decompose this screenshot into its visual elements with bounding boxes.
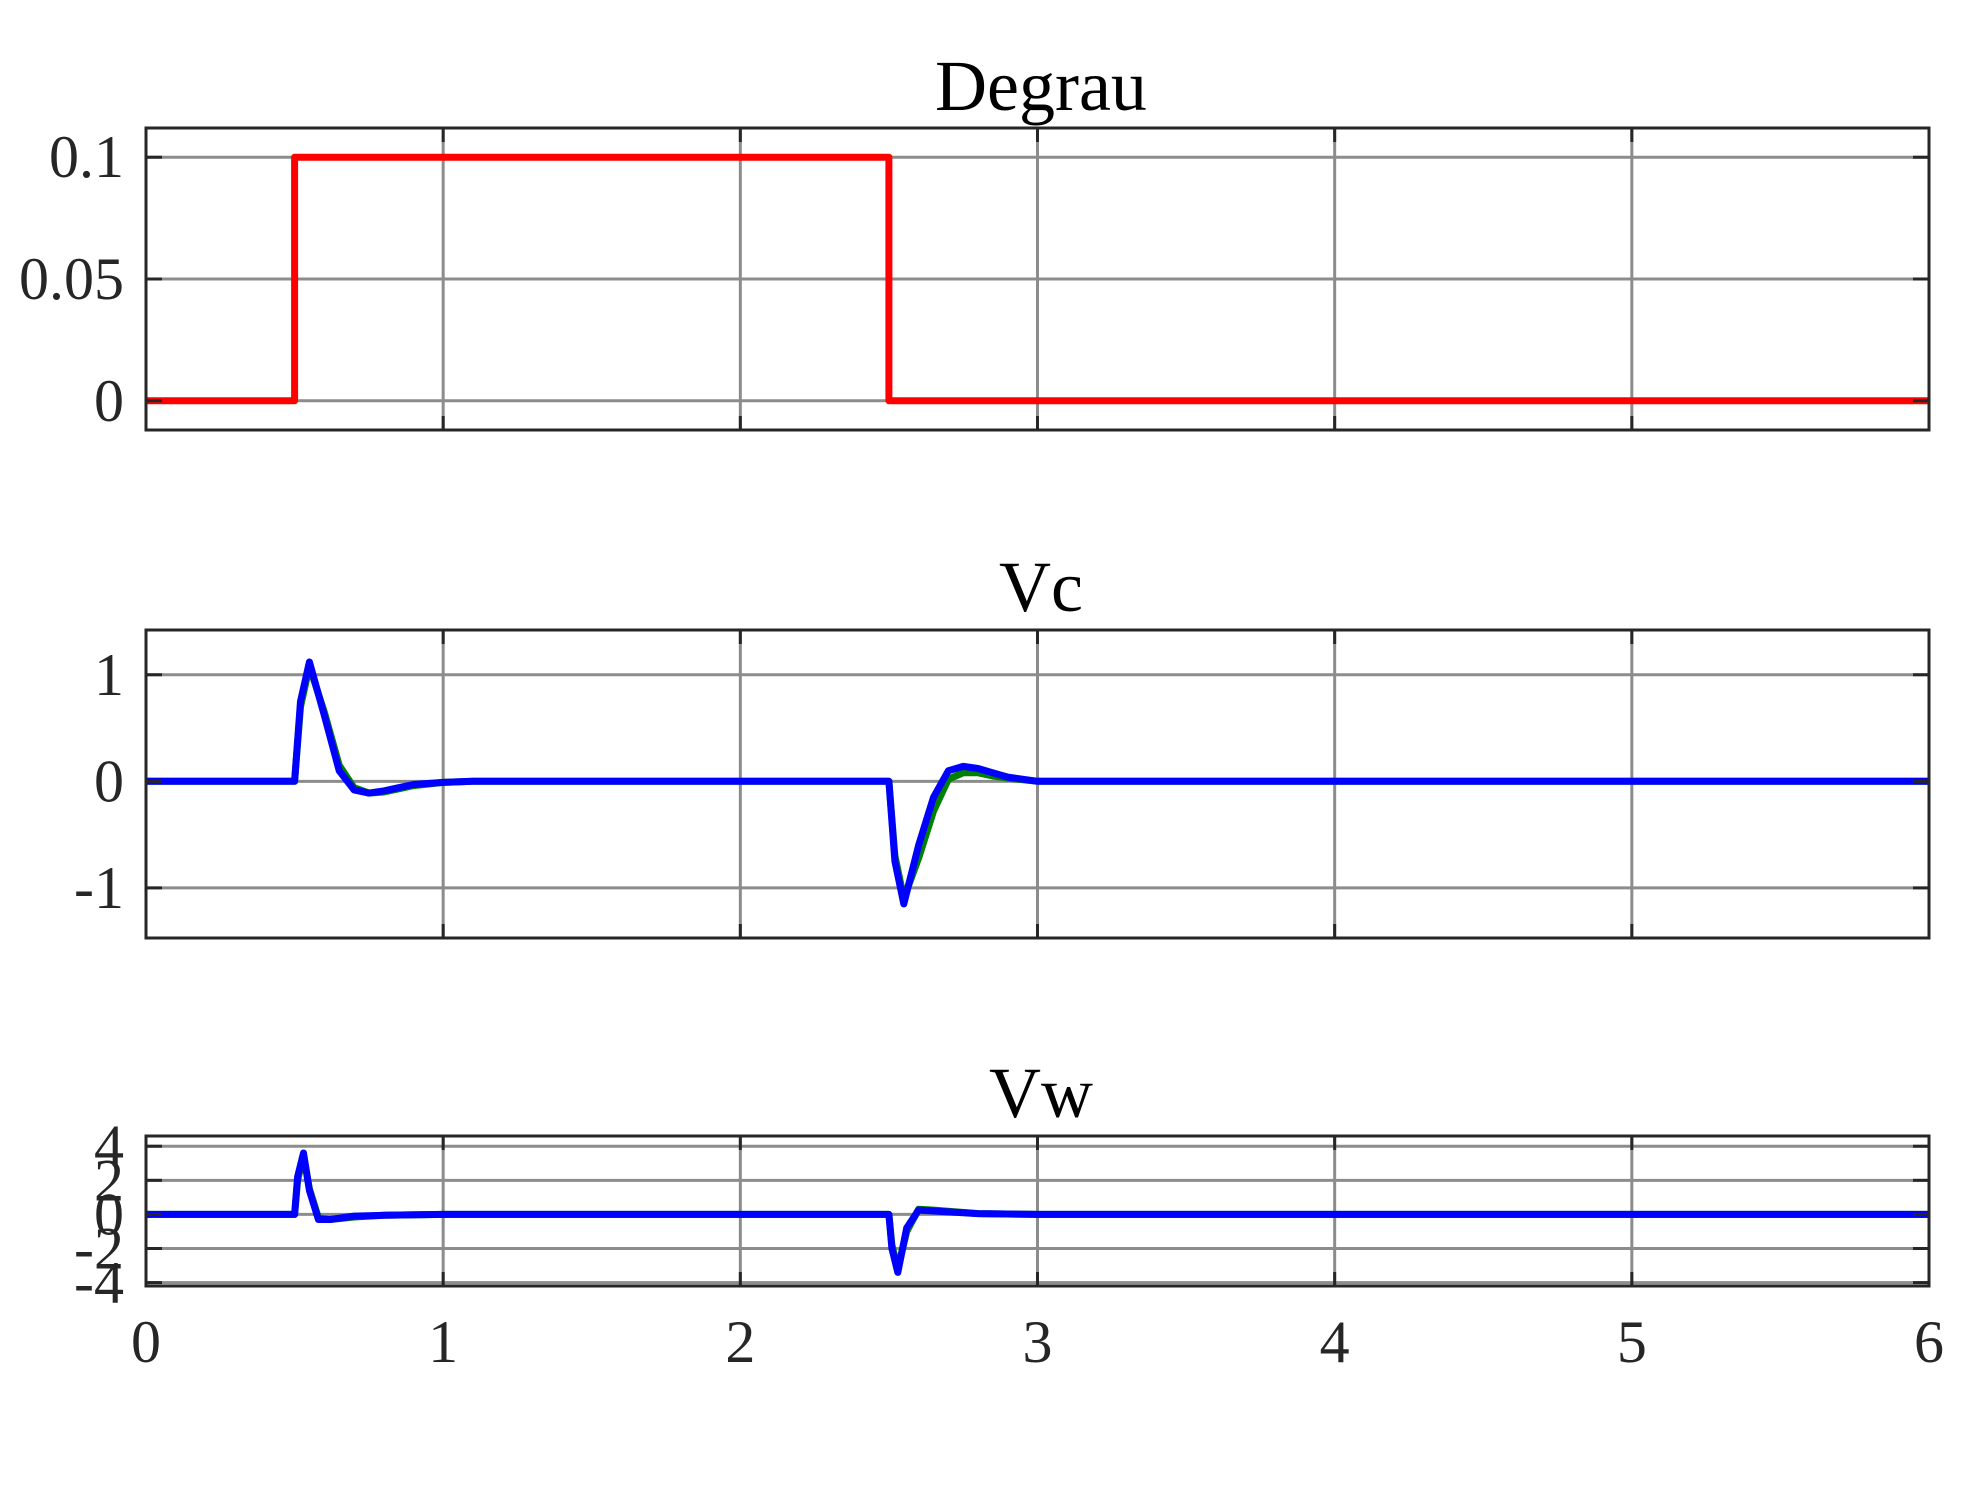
vw-series-1	[146, 1149, 1929, 1276]
vw-ytick-label: -4	[74, 1250, 124, 1316]
vw-xtick-label: 4	[1320, 1309, 1350, 1375]
vc-ytick-label: 0	[94, 748, 124, 814]
vc-title: Vc	[999, 547, 1083, 627]
vw-ytick-label: 2	[94, 1147, 124, 1213]
vc-ytick-label: -1	[74, 855, 124, 921]
degrau-ytick-label: 0.05	[19, 246, 124, 312]
degrau-ytick-label: 0	[94, 368, 124, 434]
degrau-panel: Degrau 0 0.05 0.1	[19, 46, 1931, 434]
vc-ytick-label: 1	[94, 642, 124, 708]
vw-ytick-label: -2	[74, 1216, 124, 1282]
vw-xtick-label: 1	[428, 1309, 458, 1375]
vw-xtick-label: 0	[131, 1309, 161, 1375]
vw-ytick-label: 4	[94, 1113, 124, 1179]
vw-xtick-label: 6	[1914, 1309, 1944, 1375]
vw-ytick-label: 0	[94, 1181, 124, 1247]
vw-xtick-label: 3	[1023, 1309, 1053, 1375]
vw-xtick-label: 2	[725, 1309, 755, 1375]
vc-series-1	[146, 658, 1929, 908]
vc-panel: Vc -1 0 1	[74, 547, 1931, 940]
degrau-series-0	[146, 153, 1929, 405]
degrau-ytick-label: 0.1	[49, 124, 124, 190]
vw-xtick-label: 5	[1617, 1309, 1647, 1375]
degrau-title: Degrau	[935, 46, 1147, 126]
vw-title: Vw	[989, 1053, 1093, 1133]
